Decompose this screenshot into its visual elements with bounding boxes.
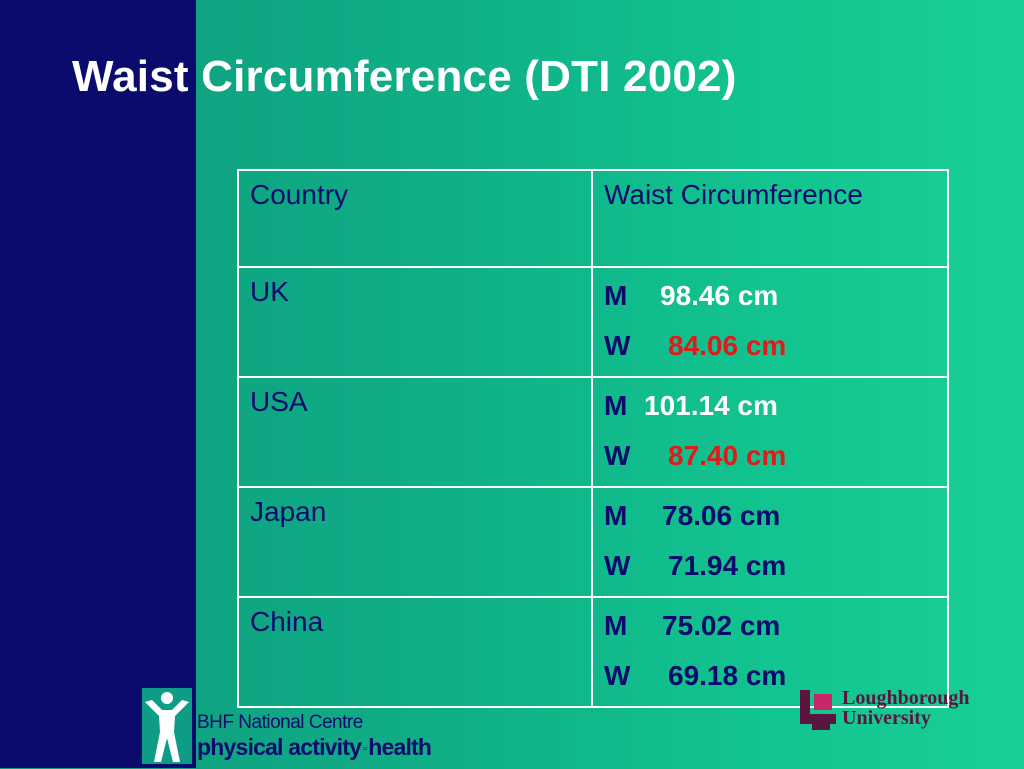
loughborough-university-logo: Loughborough University	[800, 688, 990, 734]
sex-label: W	[604, 660, 631, 691]
women-value-line: W 84.06 cm	[604, 326, 937, 376]
bhf-logo-physical-activity: physical activity	[197, 734, 362, 760]
women-value: 84.06 cm	[668, 330, 787, 361]
waist-cell: M 98.46 cm W 84.06 cm	[591, 266, 949, 378]
women-value: 69.18 cm	[668, 660, 787, 691]
men-value: 101.14 cm	[644, 390, 778, 421]
header-waist-circumference: Waist Circumference	[591, 169, 949, 268]
loughborough-line1: Loughborough	[842, 687, 970, 709]
sex-label: M	[604, 390, 628, 421]
women-value-line: W 71.94 cm	[604, 546, 937, 596]
bhf-logo: BHF National Centre physical activity ▫he…	[142, 688, 462, 764]
table-row: UK M 98.46 cm W 84.06 cm	[237, 266, 949, 378]
men-value: 78.06 cm	[662, 500, 781, 531]
women-value: 87.40 cm	[668, 440, 787, 471]
loughborough-logo-text: Loughborough University	[842, 688, 969, 728]
women-value: 71.94 cm	[668, 550, 787, 581]
bhf-logo-line2: physical activity ▫health	[197, 734, 432, 760]
men-value-line: M 75.02 cm	[604, 606, 937, 656]
men-value-line: M 78.06 cm	[604, 496, 937, 546]
table-row: Japan M 78.06 cm W 71.94 cm	[237, 486, 949, 598]
men-value-line: M 101.14 cm	[604, 386, 937, 436]
header-country: Country	[237, 169, 593, 268]
men-value: 98.46 cm	[660, 280, 779, 311]
sex-label: W	[604, 440, 631, 471]
sex-label: M	[604, 500, 628, 531]
loughborough-mark-icon	[800, 690, 836, 730]
sex-label: M	[604, 280, 628, 311]
table-row: China M 75.02 cm W 69.18 cm	[237, 596, 949, 708]
sex-label: M	[604, 610, 628, 641]
country-cell: UK	[237, 266, 593, 378]
men-value-line: M 98.46 cm	[604, 276, 937, 326]
waist-cell: M 75.02 cm W 69.18 cm	[591, 596, 949, 708]
country-cell: China	[237, 596, 593, 708]
bhf-figure-icon	[142, 688, 192, 764]
waist-circumference-table: Country Waist Circumference UK M 98.46 c…	[237, 169, 949, 708]
left-navy-band	[0, 0, 196, 768]
men-value: 75.02 cm	[662, 610, 781, 641]
bhf-logo-line1: BHF National Centre	[197, 712, 363, 733]
women-value-line: W 69.18 cm	[604, 656, 937, 706]
women-value-line: W 87.40 cm	[604, 436, 937, 486]
table-row: USA M 101.14 cm W 87.40 cm	[237, 376, 949, 488]
bhf-logo-health: health	[368, 734, 432, 760]
waist-cell: M 78.06 cm W 71.94 cm	[591, 486, 949, 598]
sex-label: W	[604, 330, 631, 361]
country-cell: USA	[237, 376, 593, 488]
table-header-row: Country Waist Circumference	[237, 169, 949, 268]
slide-title: Waist Circumference (DTI 2002)	[72, 52, 737, 101]
waist-cell: M 101.14 cm W 87.40 cm	[591, 376, 949, 488]
country-cell: Japan	[237, 486, 593, 598]
loughborough-line2: University	[842, 707, 931, 729]
sex-label: W	[604, 550, 631, 581]
